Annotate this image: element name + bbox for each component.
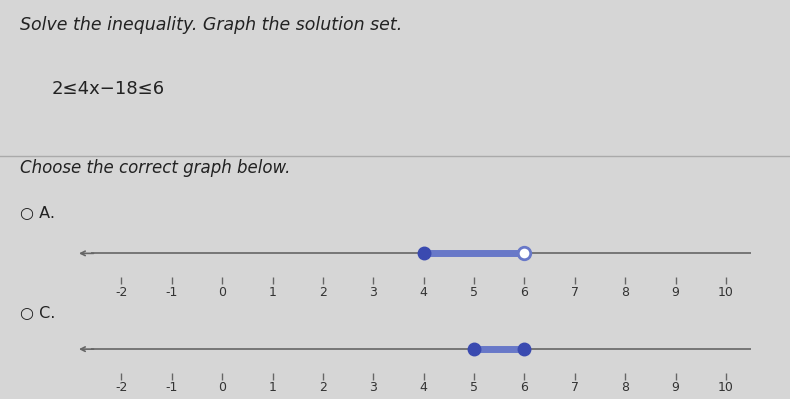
Text: 2≤4x−18≤6: 2≤4x−18≤6 xyxy=(51,80,164,98)
Text: ○ A.: ○ A. xyxy=(20,206,55,221)
Text: Choose the correct graph below.: Choose the correct graph below. xyxy=(20,159,290,177)
Text: ○ C.: ○ C. xyxy=(20,306,55,321)
Text: Solve the inequality. Graph the solution set.: Solve the inequality. Graph the solution… xyxy=(20,16,402,34)
